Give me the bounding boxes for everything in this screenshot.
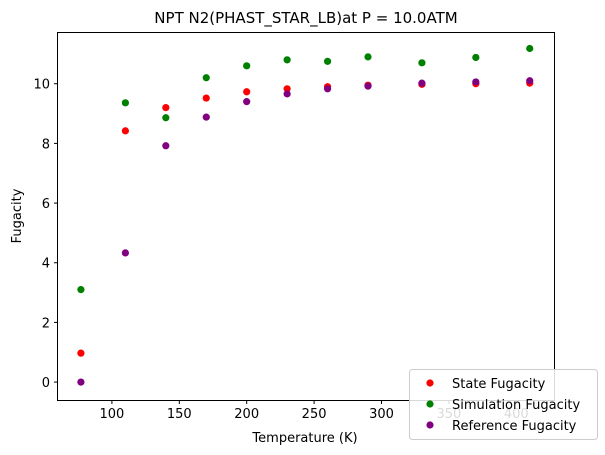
- y-tick-label: 8: [42, 137, 50, 152]
- data-point-simulation-fugacity: [418, 59, 426, 67]
- legend-label: Simulation Fugacity: [452, 398, 580, 413]
- legend-marker: [426, 379, 434, 387]
- data-point-simulation-fugacity: [364, 53, 372, 61]
- data-point-reference-fugacity: [418, 79, 426, 87]
- data-point-simulation-fugacity: [202, 74, 210, 82]
- legend-marker: [426, 400, 434, 408]
- data-point-reference-fugacity: [283, 90, 291, 98]
- data-point-reference-fugacity: [162, 142, 170, 150]
- data-point-reference-fugacity: [243, 98, 251, 106]
- plot-frame: [57, 32, 555, 401]
- data-point-reference-fugacity: [202, 113, 210, 121]
- data-point-reference-fugacity: [77, 378, 85, 386]
- x-tick-label: 200: [234, 407, 259, 422]
- legend-box: [409, 369, 598, 440]
- data-point-simulation-fugacity: [472, 53, 480, 62]
- x-tick-label: 250: [302, 407, 327, 422]
- data-point-simulation-fugacity: [162, 114, 170, 122]
- y-tick-label: 4: [42, 257, 50, 272]
- y-axis-label: Fugacity: [10, 188, 25, 243]
- legend-marker: [426, 421, 434, 429]
- data-point-state-fugacity: [121, 127, 129, 135]
- data-point-simulation-fugacity: [323, 57, 332, 65]
- data-point-state-fugacity: [77, 349, 85, 357]
- chart-title: NPT N2(PHAST_STAR_LB)at P = 10.0ATM: [154, 9, 457, 28]
- data-point-reference-fugacity: [121, 249, 129, 257]
- legend-label: State Fugacity: [452, 377, 546, 392]
- data-point-simulation-fugacity: [243, 62, 251, 70]
- legend: State Fugacity Simulation Fugacity Referen…: [409, 369, 598, 440]
- data-point-reference-fugacity: [323, 85, 332, 93]
- legend-label: Reference Fugacity: [452, 419, 577, 434]
- y-tick-label: 0: [42, 376, 50, 391]
- data-point-simulation-fugacity: [121, 99, 129, 107]
- x-tick-label: 300: [369, 407, 394, 422]
- y-tick-label: 10: [33, 78, 50, 93]
- x-tick-label: 150: [167, 407, 192, 422]
- y-tick-label: 6: [42, 197, 50, 212]
- data-point-state-fugacity: [243, 88, 251, 96]
- x-axis-label: Temperature (K): [251, 431, 357, 446]
- data-points: [77, 44, 534, 386]
- data-point-simulation-fugacity: [526, 44, 534, 53]
- x-tick-label: 100: [99, 407, 124, 422]
- data-point-state-fugacity: [283, 85, 291, 93]
- data-point-simulation-fugacity: [283, 56, 291, 64]
- data-point-state-fugacity: [202, 94, 210, 102]
- data-point-state-fugacity: [162, 103, 170, 112]
- data-point-reference-fugacity: [472, 78, 480, 86]
- data-point-simulation-fugacity: [77, 286, 85, 294]
- data-point-reference-fugacity: [364, 82, 372, 90]
- y-tick-label: 2: [42, 316, 50, 331]
- data-point-reference-fugacity: [526, 77, 534, 85]
